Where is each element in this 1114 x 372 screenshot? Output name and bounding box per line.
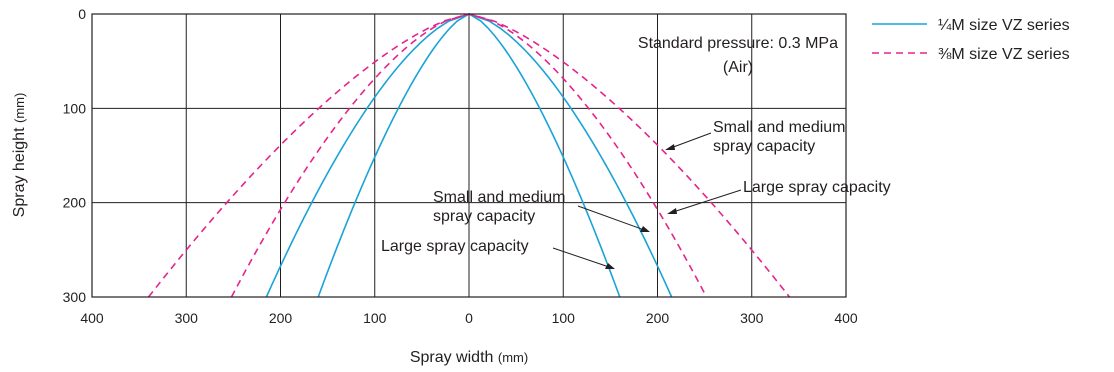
x-tick-label-2: 200 [269,310,293,326]
x-tick-label-4: 0 [465,310,473,326]
legend: ¼M size VZ series ⅜M size VZ series [872,17,1070,63]
annotation-right-small-medium-line2: spray capacity [713,138,815,155]
legend-label-three-eighths-m: ⅜M size VZ series [938,46,1070,63]
x-tick-label-6: 200 [646,310,670,326]
arrowhead-center-large [605,263,615,269]
x-tick-label-8: 400 [834,310,858,326]
pressure-note: Standard pressure: 0.3 MPa [638,35,838,52]
x-tick-label-5: 100 [552,310,576,326]
leader-right-small-medium [667,132,712,150]
arrowhead-right-large [667,208,677,214]
y-tick-label-1: 100 [63,100,87,116]
y-tick-label-3: 300 [63,289,87,305]
arrowhead-right-small-medium [665,144,675,150]
annotation-center-small-medium-line2: spray capacity [433,208,535,225]
annotation-center-large: Large spray capacity [381,238,529,255]
x-axis-label: Spray width (mm) [410,349,528,366]
x-tick-labels: 400 300 200 100 0 100 200 300 400 [80,310,858,326]
leader-center-small-medium [577,205,648,232]
y-tick-label-0: 0 [78,6,86,22]
x-tick-label-1: 300 [175,310,199,326]
x-tick-label-7: 300 [740,310,764,326]
pressure-note-medium: (Air) [723,59,753,76]
leader-right-large [669,189,742,214]
annotation-leaders [552,132,742,269]
annotation-right-large: Large spray capacity [743,179,891,196]
x-tick-label-3: 100 [363,310,387,326]
x-tick-label-0: 400 [80,310,104,326]
leader-center-large [552,247,613,269]
arrowhead-center-small-medium [640,226,650,232]
legend-label-quarter-m: ¼M size VZ series [938,17,1070,34]
y-tick-labels: 0 100 200 300 [63,6,87,305]
y-axis-label: Spray height (mm) [11,93,28,218]
annotation-center-small-medium-line1: Small and medium [433,189,566,206]
plot-frame [91,13,847,298]
annotation-right-small-medium-line1: Small and medium [713,119,846,136]
y-tick-label-2: 200 [63,195,87,211]
